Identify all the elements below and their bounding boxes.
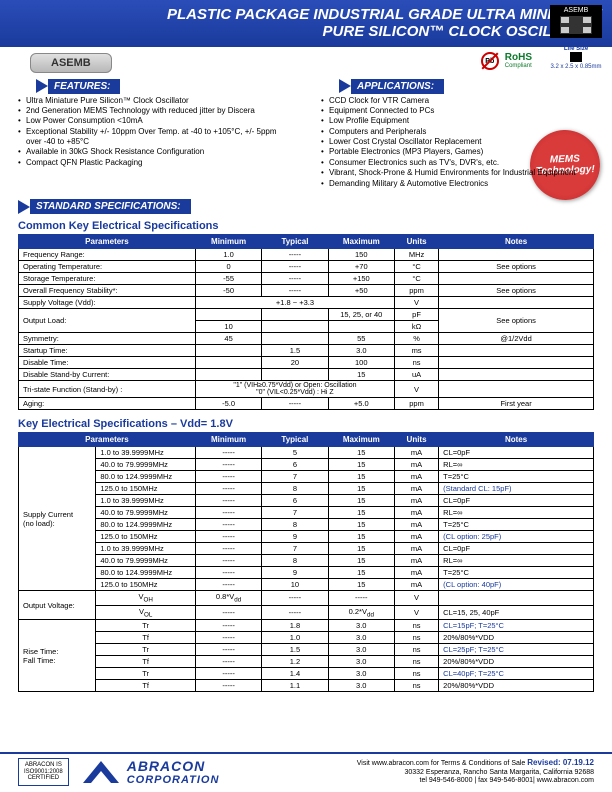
applications-list: CCD Clock for VTR CameraEquipment Connec… xyxy=(321,96,594,190)
list-item: Available in 30kG Shock Resistance Confi… xyxy=(18,147,291,157)
list-item: Computers and Peripherals xyxy=(321,127,594,137)
features-list: Ultra Miniature Pure Silicon™ Clock Osci… xyxy=(18,96,291,169)
table-1v8-specs: ParametersMinimumTypicalMaximumUnitsNote… xyxy=(18,432,594,692)
list-item: 2nd Generation MEMS Technology with redu… xyxy=(18,106,291,116)
model-pill: ASEMB xyxy=(30,53,112,73)
list-item: Lower Cost Crystal Oscillator Replacemen… xyxy=(321,137,594,147)
lifesize-dims: 3.2 x 2.5 x 0.85mm xyxy=(550,64,602,70)
applications-heading: APPLICATIONS: xyxy=(339,79,594,94)
list-item: Compact QFN Plastic Packaging xyxy=(18,158,291,168)
footer: ABRACON ISISO9001:2008CERTIFIED ABRACON … xyxy=(0,752,612,786)
title-bar: PLASTIC PACKAGE INDUSTRIAL GRADE ULTRA M… xyxy=(0,0,612,47)
compliance-row: Pb RoHS Compliant xyxy=(481,52,532,70)
list-item: Ultra Miniature Pure Silicon™ Clock Osci… xyxy=(18,96,291,106)
abracon-logo: ABRACON CORPORATION xyxy=(81,758,220,786)
list-item: CCD Clock for VTR Camera xyxy=(321,96,594,106)
title-line2: PURE SILICON™ CLOCK OSCILLATOR xyxy=(10,23,602,40)
title-line1: PLASTIC PACKAGE INDUSTRIAL GRADE ULTRA M… xyxy=(167,6,602,23)
list-item: Demanding Military & Automotive Electron… xyxy=(321,179,594,189)
iso-cert: ABRACON ISISO9001:2008CERTIFIED xyxy=(18,758,69,786)
footer-contact: Visit www.abracon.com for Terms & Condit… xyxy=(357,758,594,785)
pb-free-icon: Pb xyxy=(481,52,499,70)
rohs-icon: RoHS Compliant xyxy=(505,53,532,69)
features-heading: FEATURES: xyxy=(36,79,291,94)
chip-preview: ASEMB xyxy=(550,5,602,38)
list-item: Portable Electronics (MP3 Players, Games… xyxy=(321,147,594,157)
lifesize-label: Life Size xyxy=(550,46,602,52)
table-common-specs: ParametersMinimumTypicalMaximumUnitsNote… xyxy=(18,234,594,410)
list-item: Low Profile Equipment xyxy=(321,116,594,126)
table1-title: Common Key Electrical Specifications xyxy=(0,216,612,234)
list-item: Consumer Electronics such as TV's, DVR's… xyxy=(321,158,594,168)
list-item: Vibrant, Shock-Prone & Humid Environment… xyxy=(321,168,594,178)
chip-label: ASEMB xyxy=(564,7,589,14)
list-item: Low Power Consumption <10mA xyxy=(18,116,291,126)
lifesize: Life Size 3.2 x 2.5 x 0.85mm xyxy=(550,46,602,70)
list-item: Exceptional Stability +/- 10ppm Over Tem… xyxy=(18,127,291,148)
specs-heading: STANDARD SPECIFICATIONS: xyxy=(18,199,612,214)
table2-title: Key Electrical Specifications – Vdd= 1.8… xyxy=(0,414,612,432)
list-item: Equipment Connected to PCs xyxy=(321,106,594,116)
